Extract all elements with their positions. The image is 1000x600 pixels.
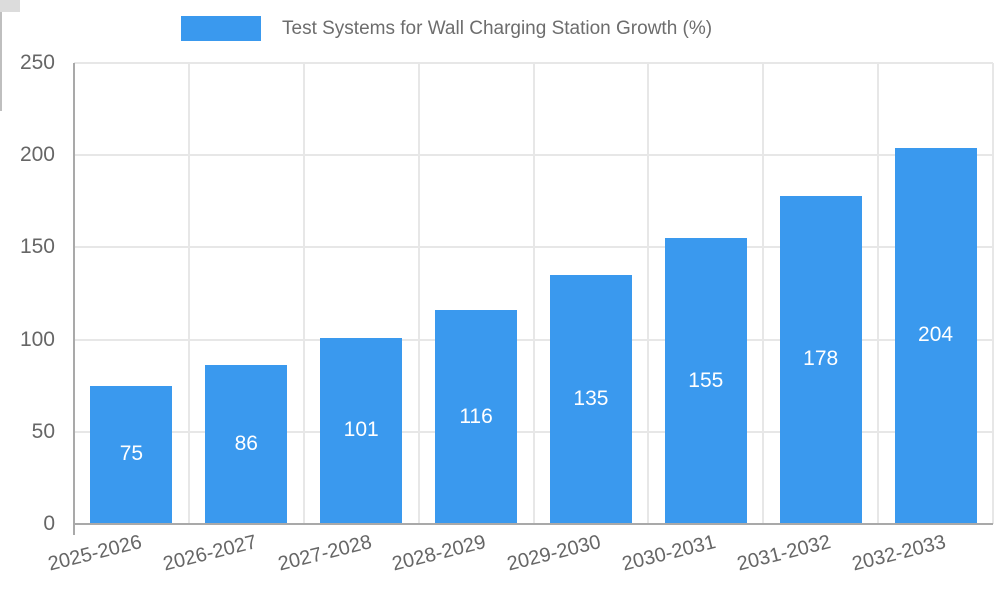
bar-value-label: 75 [119,442,144,466]
x-tick-label: 2027-2028 [275,531,374,576]
bar: 135 [549,275,632,523]
x-axis-tick [0,34,2,45]
v-gridline [302,63,305,524]
bar: 75 [90,385,173,523]
y-axis-line [73,63,75,535]
bar: 155 [664,238,747,523]
y-tick-label: 200 [19,143,55,167]
bar-value-label: 86 [234,432,258,456]
bar-value-label: 204 [918,323,954,347]
y-tick-label: 50 [31,419,55,443]
y-tick-label: 150 [19,235,55,259]
x-axis-tick [0,12,2,23]
x-tick-label: 2025-2026 [45,531,144,576]
y-axis-tick [0,6,20,8]
y-axis-tick [0,8,20,10]
x-tick-label: 2029-2030 [505,531,604,576]
x-tick-label: 2028-2029 [390,531,489,576]
plot-area: 0 50 100 150 200 250 75 86 101 116 135 155 178 204 202… [0,0,1000,575]
bar: 86 [205,365,288,523]
bar: 101 [320,337,403,523]
y-tick-label: 250 [19,51,55,74]
v-gridline [762,63,765,524]
bar-value-label: 116 [459,404,493,428]
x-axis-tick [0,23,2,34]
bar-value-label: 178 [803,347,839,371]
x-axis-tick [0,67,2,78]
legend-swatch-icon [181,16,261,41]
x-axis-tick [0,100,2,111]
x-axis-line [73,523,993,525]
x-tick-label: 2032-2033 [849,531,948,576]
x-tick-label: 2031-2032 [734,531,834,576]
bar: 178 [779,195,862,523]
legend-label: Test Systems for Wall Charging Station G… [282,17,713,39]
bar: 204 [894,147,977,523]
y-axis-tick [0,4,20,6]
bar-value-label: 101 [343,418,379,442]
v-gridline [187,63,190,524]
x-tick-label: 2026-2027 [160,531,259,576]
legend[interactable]: Test Systems for Wall Charging Station G… [181,16,712,41]
x-axis-tick [0,45,2,56]
v-gridline [877,63,880,524]
v-gridline [647,63,650,524]
bar: 116 [435,310,518,523]
x-tick-label: 2030-2031 [619,531,719,576]
x-axis-tick [0,78,2,89]
bar-value-label: 135 [573,387,609,411]
y-axis-tick [0,2,20,4]
x-axis-tick [0,56,2,67]
y-axis-tick [0,10,20,12]
v-gridline [532,63,535,524]
y-tick-label: 100 [19,327,55,351]
x-axis-tick [0,89,2,100]
y-tick-label: 0 [43,512,55,535]
v-gridline [992,63,994,524]
v-gridline [417,63,420,524]
bar-value-label: 155 [688,368,724,392]
y-axis-tick [0,0,20,2]
